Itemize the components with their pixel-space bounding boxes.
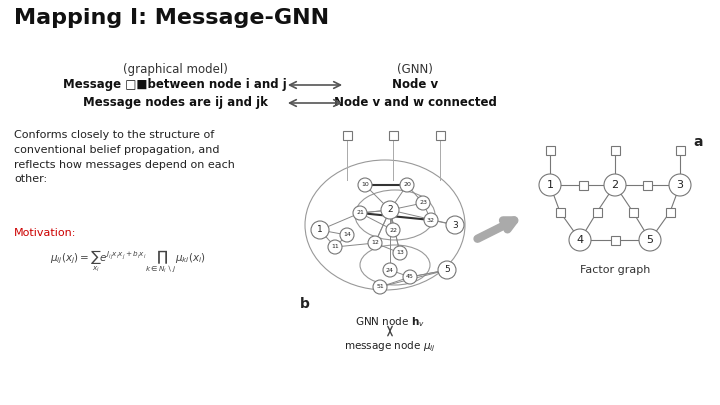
- Text: 12: 12: [371, 241, 379, 245]
- Text: Node v: Node v: [392, 78, 438, 91]
- Circle shape: [416, 196, 430, 210]
- Circle shape: [311, 221, 329, 239]
- Circle shape: [438, 261, 456, 279]
- Circle shape: [639, 229, 661, 251]
- Circle shape: [539, 174, 561, 196]
- Circle shape: [403, 270, 417, 284]
- Text: 51: 51: [376, 284, 384, 290]
- Bar: [593, 207, 601, 217]
- Text: 11: 11: [331, 245, 339, 249]
- Bar: [629, 207, 637, 217]
- Text: Message □■between node i and j: Message □■between node i and j: [63, 78, 287, 91]
- Bar: [389, 130, 397, 139]
- Text: b: b: [300, 297, 310, 311]
- Bar: [611, 235, 619, 245]
- Text: $\mu_{ij}(x_j) = \sum_{x_i} e^{J_{ij} x_i x_j + b_i x_i} \prod_{k \in N_i \setmi: $\mu_{ij}(x_j) = \sum_{x_i} e^{J_{ij} x_…: [50, 248, 206, 275]
- Bar: [665, 207, 675, 217]
- Circle shape: [328, 240, 342, 254]
- Bar: [675, 145, 685, 154]
- Text: GNN node $\mathbf{h}_v$: GNN node $\mathbf{h}_v$: [355, 315, 425, 329]
- Circle shape: [424, 213, 438, 227]
- Circle shape: [358, 178, 372, 192]
- Circle shape: [604, 174, 626, 196]
- Text: 13: 13: [396, 251, 404, 256]
- Circle shape: [368, 236, 382, 250]
- Text: message node $\mu_{ij}$: message node $\mu_{ij}$: [344, 340, 436, 354]
- Circle shape: [386, 223, 400, 237]
- Text: 14: 14: [343, 232, 351, 237]
- Bar: [436, 130, 444, 139]
- Text: 24: 24: [386, 267, 394, 273]
- Circle shape: [393, 246, 407, 260]
- Circle shape: [381, 201, 399, 219]
- Text: Mapping I: Message-GNN: Mapping I: Message-GNN: [14, 8, 329, 28]
- Text: a: a: [693, 135, 703, 149]
- Bar: [642, 181, 652, 190]
- Text: 22: 22: [389, 228, 397, 232]
- Circle shape: [383, 263, 397, 277]
- Text: Factor graph: Factor graph: [580, 265, 650, 275]
- Circle shape: [340, 228, 354, 242]
- Circle shape: [400, 178, 414, 192]
- Bar: [546, 145, 554, 154]
- Text: 3: 3: [452, 220, 458, 230]
- Bar: [343, 130, 351, 139]
- Circle shape: [569, 229, 591, 251]
- Circle shape: [669, 174, 691, 196]
- Text: Node v and w connected: Node v and w connected: [333, 96, 496, 109]
- Text: 45: 45: [406, 275, 414, 279]
- Bar: [556, 207, 564, 217]
- Text: Motivation:: Motivation:: [14, 228, 76, 238]
- Text: 2: 2: [387, 205, 393, 215]
- Text: 1: 1: [317, 226, 323, 234]
- Text: (graphical model): (graphical model): [122, 63, 228, 76]
- Circle shape: [446, 216, 464, 234]
- Circle shape: [373, 280, 387, 294]
- Bar: [578, 181, 588, 190]
- Text: 10: 10: [361, 183, 369, 188]
- Text: 2: 2: [611, 180, 618, 190]
- Text: 4: 4: [577, 235, 584, 245]
- Text: (GNN): (GNN): [397, 63, 433, 76]
- Text: 5: 5: [647, 235, 654, 245]
- Text: Message nodes are ij and jk: Message nodes are ij and jk: [83, 96, 267, 109]
- Bar: [611, 145, 619, 154]
- Circle shape: [353, 206, 367, 220]
- Text: 5: 5: [444, 266, 450, 275]
- Text: 1: 1: [546, 180, 554, 190]
- Text: 23: 23: [419, 200, 427, 205]
- Text: 20: 20: [403, 183, 411, 188]
- Text: Conforms closely to the structure of
conventional belief propagation, and
reflec: Conforms closely to the structure of con…: [14, 130, 235, 184]
- Text: 32: 32: [427, 217, 435, 222]
- Text: 3: 3: [677, 180, 683, 190]
- Text: 21: 21: [356, 211, 364, 215]
